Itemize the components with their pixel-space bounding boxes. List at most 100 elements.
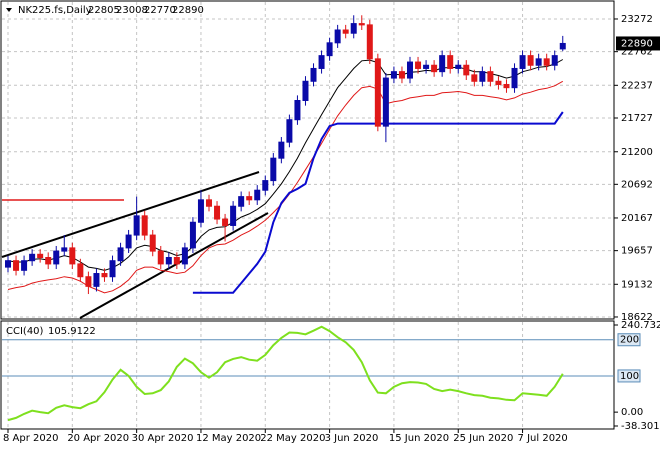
moving-line	[7, 80, 564, 294]
y-tick-label: 19132	[621, 279, 653, 290]
candle-body	[302, 80, 309, 101]
candle-body	[270, 157, 277, 182]
moving-line	[192, 111, 564, 294]
candle-body	[189, 221, 196, 249]
header-high: 23008	[116, 5, 148, 16]
candle-body	[262, 180, 269, 191]
candle-body	[93, 273, 100, 287]
x-tick-label: 30 Apr 2020	[132, 433, 194, 444]
candle-body	[165, 257, 172, 265]
trend-line	[1, 171, 260, 258]
moving-line	[7, 59, 564, 271]
menu-icon	[6, 8, 12, 12]
y-tick-label: 19657	[621, 246, 653, 257]
candle-body	[495, 80, 502, 85]
grid	[2, 2, 614, 428]
candle-body	[503, 83, 510, 89]
candle-body	[214, 205, 221, 220]
candle-body	[374, 58, 381, 127]
drawings	[1, 171, 269, 319]
x-tick-label: 12 May 2020	[196, 433, 261, 444]
candle-body	[286, 119, 293, 143]
x-tick-label: 25 Jun 2020	[453, 433, 513, 444]
candle-body	[173, 257, 180, 265]
header-low: 22770	[144, 5, 176, 16]
trend-line	[79, 212, 269, 319]
candle-body	[415, 61, 422, 69]
candle-body	[45, 257, 52, 265]
y-tick-label: 21727	[621, 113, 653, 124]
candle-body	[85, 276, 92, 287]
y-tick-label: 21200	[621, 147, 653, 158]
x-tick-label: 20 Apr 2020	[67, 433, 129, 444]
candle-body	[141, 215, 148, 236]
candle-body	[157, 250, 164, 265]
candle-body	[310, 67, 317, 82]
x-tick-label: 15 Jun 2020	[389, 433, 449, 444]
header-close: 22890	[172, 5, 204, 16]
plot	[5, 15, 566, 422]
symbol: NK225.fs,Daily	[18, 5, 92, 16]
candle-body	[471, 74, 478, 82]
price-box	[616, 36, 660, 51]
candle-body	[61, 247, 68, 252]
y-tick-label: 18622	[621, 312, 653, 323]
candle-body	[197, 199, 204, 223]
cci-value: 105.9122	[48, 326, 96, 337]
candle-body	[222, 218, 229, 226]
candle-body	[117, 247, 124, 262]
current-price: 22890	[621, 38, 653, 49]
y-tick-label: -38.3014	[621, 421, 660, 432]
candle-body	[543, 58, 550, 66]
candle-body	[206, 199, 212, 207]
x-tick-label: 3 Jun 2020	[325, 433, 379, 444]
candle-body	[101, 273, 108, 278]
x-tick-label: 8 Apr 2020	[3, 433, 58, 444]
candle-body	[318, 55, 325, 69]
x-tick-label: 7 Jul 2020	[518, 433, 568, 444]
candle-body	[447, 55, 454, 69]
candle-body	[366, 24, 373, 60]
candle-body	[230, 205, 237, 226]
cci-line	[7, 325, 564, 422]
candle-body	[53, 250, 60, 265]
candle-body	[246, 196, 253, 201]
candle-body	[29, 253, 36, 262]
x-tick-label: 22 May 2020	[260, 433, 325, 444]
candle-body	[278, 141, 285, 159]
candle-body	[431, 64, 438, 73]
candle-body	[527, 55, 534, 66]
candle-body	[125, 234, 132, 249]
candle-body	[294, 99, 301, 121]
candle-body	[13, 260, 20, 271]
cci-panel	[0, 320, 615, 430]
y-tick-label: 20167	[621, 213, 653, 224]
candle-body	[398, 71, 405, 79]
candle-body	[238, 196, 245, 207]
candle-body	[5, 260, 11, 268]
y-tick-label: 22237	[621, 80, 653, 91]
candle-body	[535, 58, 542, 66]
candle-body	[149, 234, 156, 252]
candle-body	[342, 29, 349, 34]
candle-body	[455, 64, 462, 69]
level-label: 200	[620, 335, 639, 346]
candle-body	[390, 71, 397, 79]
candle-body	[463, 64, 470, 76]
y-tick-label: 0.00	[621, 407, 643, 418]
candle-body	[181, 247, 188, 265]
candle-body	[254, 189, 261, 201]
candle-body	[133, 215, 140, 236]
candle-body	[551, 55, 558, 66]
candle-body	[21, 260, 28, 271]
candle-body	[423, 64, 430, 69]
y-tick-label: 23272	[621, 14, 653, 25]
candle-body	[69, 247, 76, 265]
main-panel	[0, 0, 615, 320]
candle-body	[479, 71, 486, 82]
candle-body	[109, 260, 116, 278]
candle-body	[37, 253, 44, 259]
level-label: 100	[620, 371, 639, 382]
candle-body	[519, 55, 526, 69]
